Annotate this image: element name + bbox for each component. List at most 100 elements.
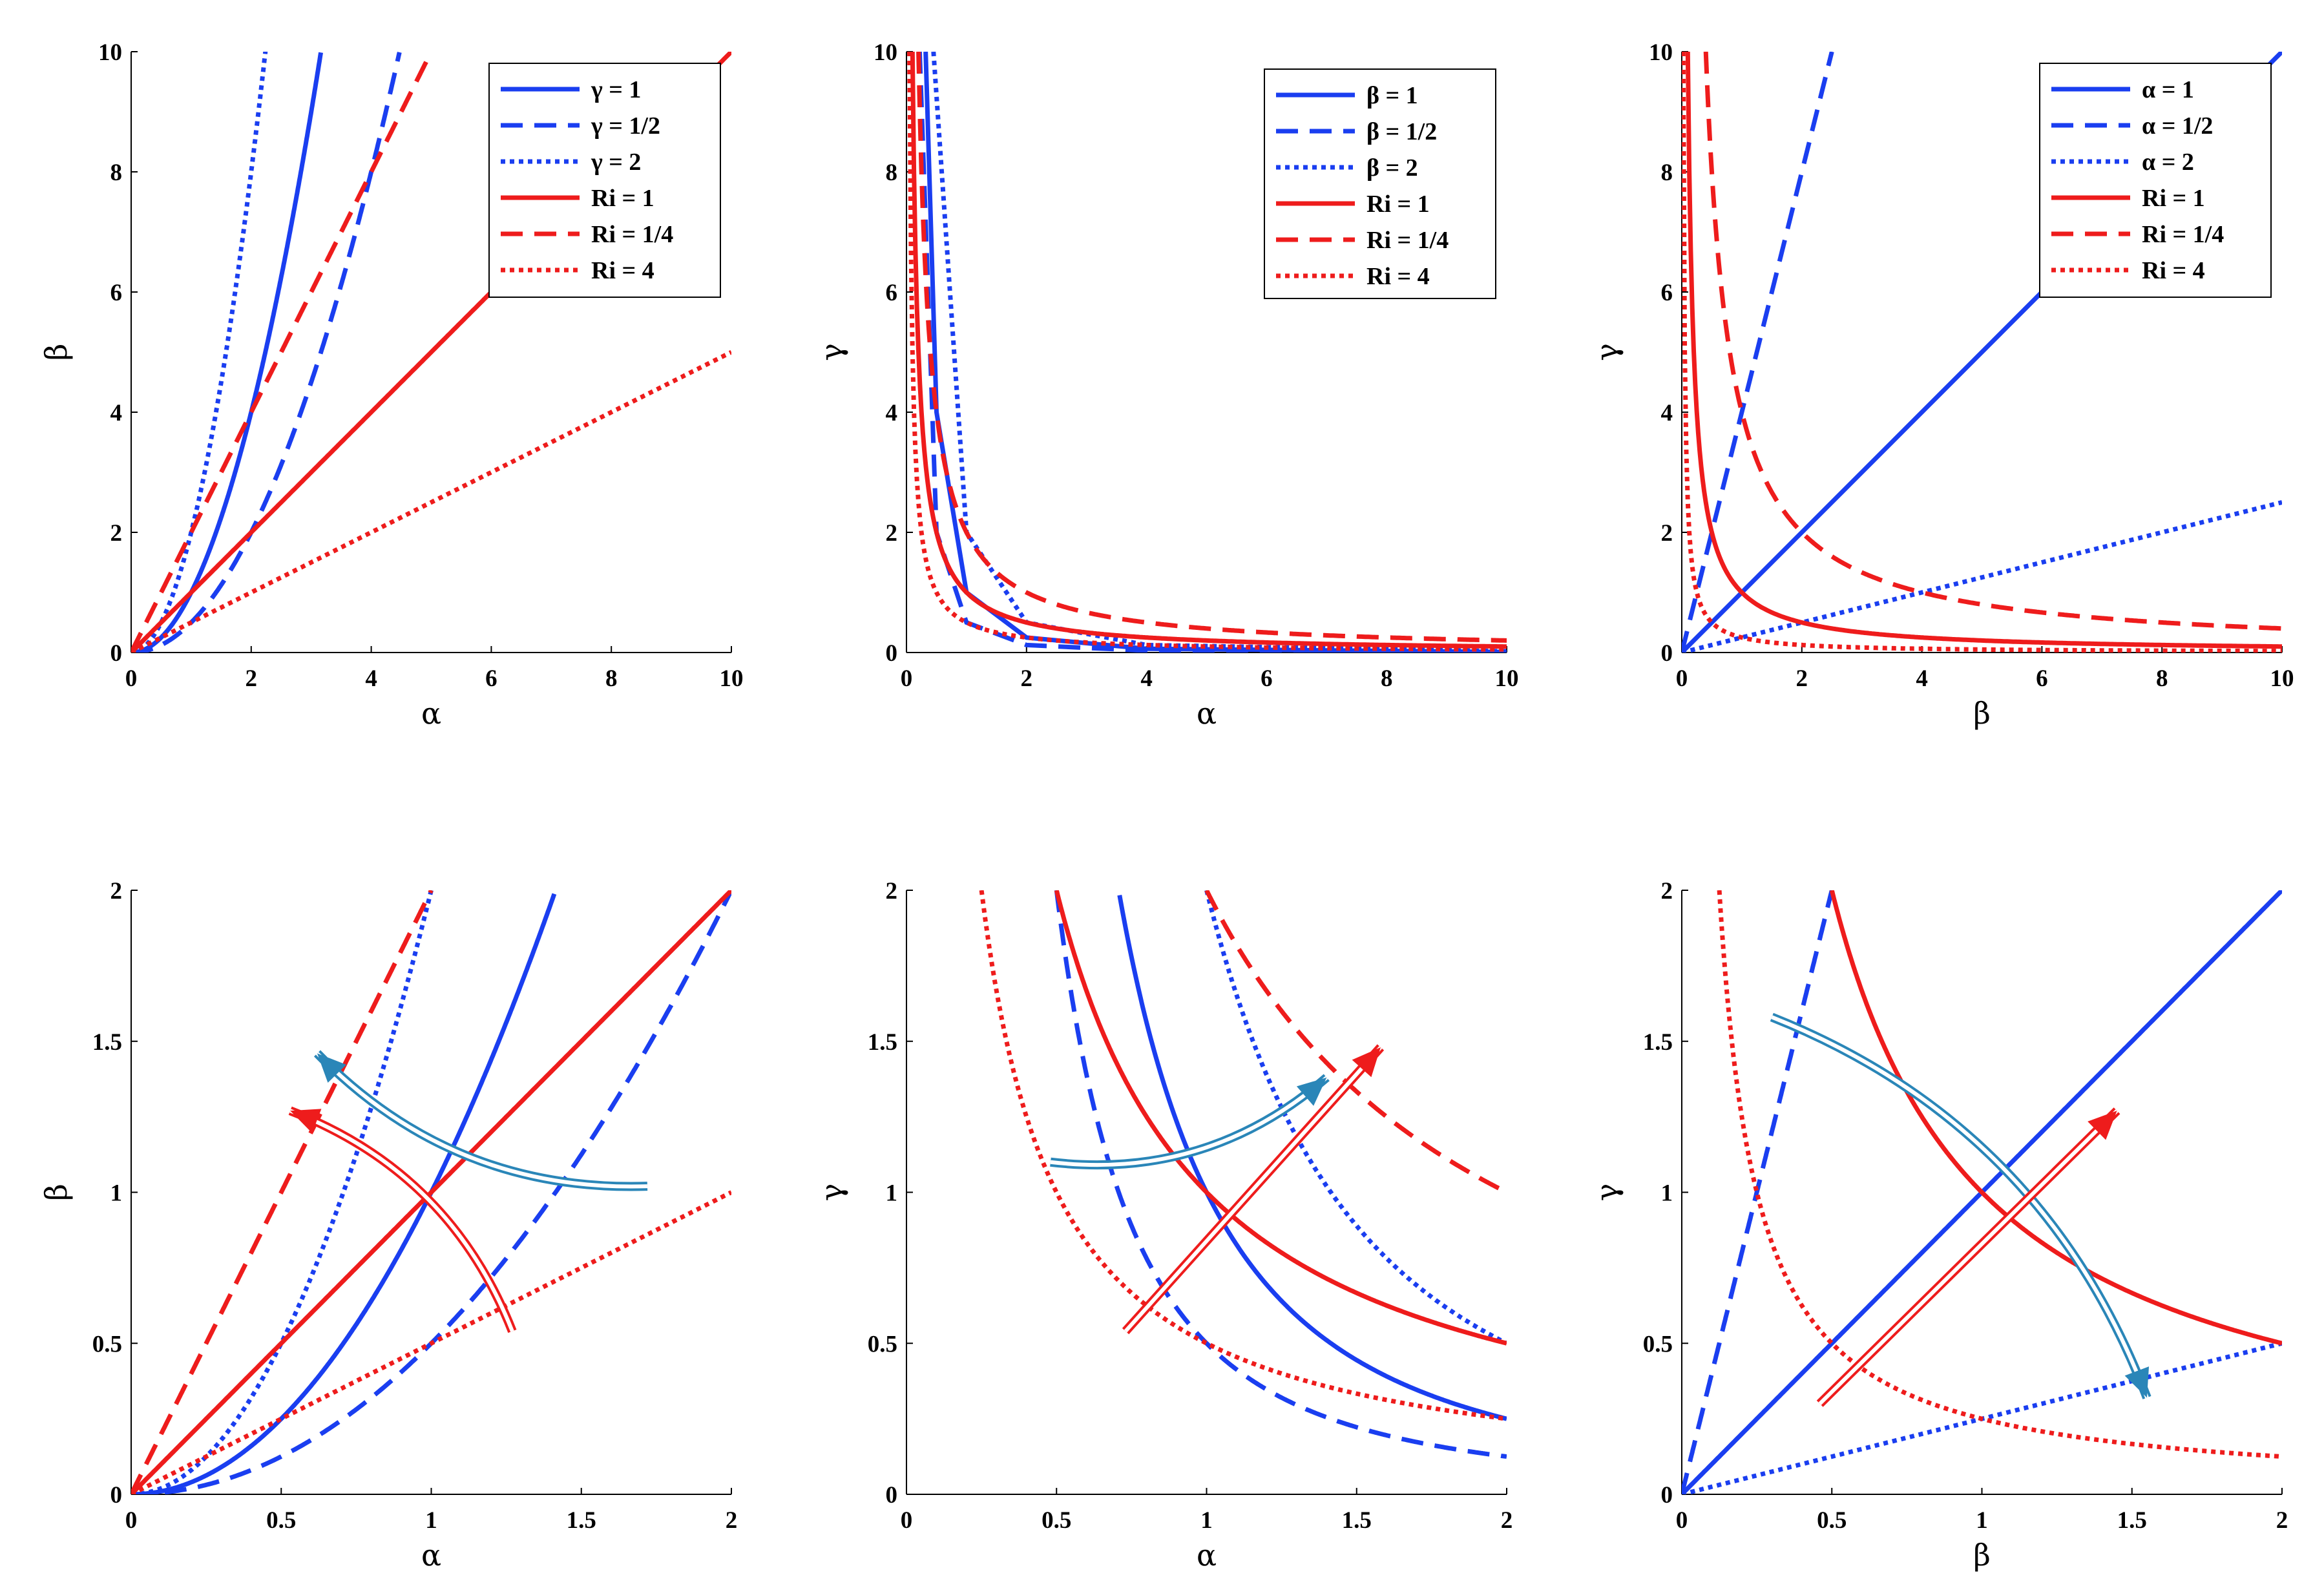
y-tick-label: 0.5 <box>92 1331 122 1357</box>
x-tick-label: 4 <box>365 665 377 692</box>
x-tick-label: 0 <box>125 1507 138 1534</box>
arrow-head <box>2124 1366 2150 1398</box>
straight-arrow-annotation <box>1122 1044 1385 1335</box>
x-tick-label: 0 <box>901 665 913 692</box>
x-tick-label: 1.5 <box>2117 1507 2147 1534</box>
x-tick-label: 8 <box>2156 665 2168 692</box>
arrow-shaft-inner <box>315 1052 648 1189</box>
x-tick-label: 0.5 <box>1817 1507 1847 1534</box>
x-tick-label: 2 <box>1021 665 1033 692</box>
x-tick-label: 10 <box>2270 665 2294 692</box>
y-tick-label: 2 <box>1661 520 1673 547</box>
y-tick-label: 2 <box>886 520 898 547</box>
legend-label: Ri = 4 <box>591 257 654 284</box>
x-tick-label: 10 <box>1495 665 1519 692</box>
legend-label: Ri = 1/4 <box>2142 221 2224 248</box>
y-tick-label: 0 <box>110 1482 123 1509</box>
x-axis-label: α <box>421 1538 441 1572</box>
chart-panel-4: 0 0.5 1 1.5 2 0 0.5 1 1.5 2 α β <box>39 878 737 1572</box>
series-line-blue-dotted <box>1204 890 1507 1346</box>
y-tick-label: 0.5 <box>1643 1331 1673 1357</box>
y-tick-label: 4 <box>110 400 123 426</box>
legend-label: β = 2 <box>1366 154 1418 182</box>
x-tick-label: 4 <box>1140 665 1153 692</box>
legend: α = 1 α = 1/2 α = 2 Ri = 1 Ri = 1/4 Ri = 4 <box>2039 63 2272 298</box>
series-line-red-solid <box>131 890 731 1494</box>
legend-label: α = 2 <box>2142 149 2194 176</box>
y-tick-label: 10 <box>1649 39 1673 66</box>
straight-arrow-annotation <box>1816 1107 2120 1407</box>
x-axis-label: α <box>1197 696 1217 731</box>
series-line-blue-dotted <box>131 890 434 1494</box>
legend-label: Ri = 4 <box>2142 257 2205 284</box>
curved-arrow-annotation <box>313 1050 648 1191</box>
arrow-head <box>2088 1111 2117 1140</box>
arrow-shaft-inner <box>1818 1109 2119 1405</box>
series-line-blue-solid <box>131 52 324 653</box>
y-tick-label: 1.5 <box>1643 1029 1673 1056</box>
y-tick-label: 0 <box>886 640 898 667</box>
x-tick-label: 2 <box>2276 1507 2288 1534</box>
y-tick-label: 8 <box>110 160 123 186</box>
x-tick-label: 0.5 <box>266 1507 296 1534</box>
chart-panel-1: 0 2 4 6 8 10 0 2 4 6 8 10 α β γ = 1 γ = 1/2 γ = 2 Ri = 1 R… <box>39 39 744 731</box>
legend-label: γ = 2 <box>591 149 641 176</box>
x-tick-label: 1 <box>1976 1507 1988 1534</box>
y-tick-label: 2 <box>110 520 123 547</box>
series-line-red-dotted <box>131 350 731 653</box>
y-tick-label: 2 <box>886 878 898 904</box>
y-tick-label: 4 <box>1661 400 1673 426</box>
legend-label: Ri = 4 <box>1366 263 1430 290</box>
chart-panel-2: 0 2 4 6 8 10 0 2 4 6 8 10 α γ β = 1 β = 1/2 β = 2 Ri = 1 R… <box>814 39 1519 731</box>
series-line-red-dashed <box>916 52 1507 643</box>
legend-label: Ri = 1/4 <box>591 221 673 248</box>
x-tick-label: 2 <box>726 1507 738 1534</box>
y-tick-label: 6 <box>886 280 898 306</box>
legend-label: α = 1 <box>2142 76 2194 103</box>
arrow-shaft-inner <box>1771 1015 2149 1399</box>
series-line-red-solid <box>910 52 1507 649</box>
y-tick-label: 6 <box>110 280 123 306</box>
y-tick-label: 10 <box>874 39 897 66</box>
y-tick-label: 2 <box>110 878 123 904</box>
y-tick-label: 1 <box>1661 1180 1673 1207</box>
legend-box <box>488 63 721 298</box>
x-axis-label: α <box>421 696 441 731</box>
x-tick-label: 8 <box>605 665 618 692</box>
series-line-blue-dashed <box>1682 52 1834 653</box>
legend-label: Ri = 1 <box>2142 185 2205 212</box>
series-line-blue-dotted <box>131 52 268 653</box>
x-tick-label: 6 <box>2036 665 2048 692</box>
x-tick-label: 10 <box>720 665 744 692</box>
y-tick-label: 0 <box>1661 640 1673 667</box>
series-line-red-solid <box>1685 52 2282 649</box>
y-tick-label: 0 <box>1661 1482 1673 1509</box>
y-tick-label: 8 <box>886 160 898 186</box>
arrow-head <box>317 1053 347 1083</box>
series-line-red-dotted <box>131 1190 731 1494</box>
legend-label: γ = 1 <box>591 76 641 103</box>
x-tick-label: 1 <box>425 1507 437 1534</box>
series-line-red-dotted <box>1682 52 2282 653</box>
x-tick-label: 0 <box>1676 665 1688 692</box>
legend: β = 1 β = 1/2 β = 2 Ri = 1 Ri = 1/4 Ri = 4 <box>1264 68 1496 299</box>
series-line-blue-dotted <box>1682 500 2282 653</box>
series-line-red-dashed <box>1204 890 1507 1195</box>
curved-arrow-annotation <box>288 1106 517 1333</box>
arrow-shaft-inner <box>1124 1046 1383 1333</box>
x-tick-label: 0 <box>1676 1507 1688 1534</box>
series-line-blue-dashed <box>1054 890 1507 1459</box>
x-tick-label: 6 <box>1261 665 1273 692</box>
x-tick-label: 2 <box>1796 665 1808 692</box>
y-tick-label: 1 <box>886 1180 898 1207</box>
x-tick-label: 1.5 <box>1342 1507 1372 1534</box>
y-tick-label: 1.5 <box>868 1029 897 1056</box>
y-tick-label: 8 <box>1661 160 1673 186</box>
series-line-red-dashed <box>131 890 434 1494</box>
y-tick-label: 10 <box>98 39 122 66</box>
chart-panel-3: 0 2 4 6 8 10 0 2 4 6 8 10 β γ α = 1 α = 1/2 α = 2 Ri = 1 R… <box>1589 39 2294 731</box>
y-tick-label: 0 <box>110 640 123 667</box>
y-tick-label: 0 <box>886 1482 898 1509</box>
legend-label: α = 1/2 <box>2142 112 2213 140</box>
x-tick-label: 2 <box>1501 1507 1513 1534</box>
